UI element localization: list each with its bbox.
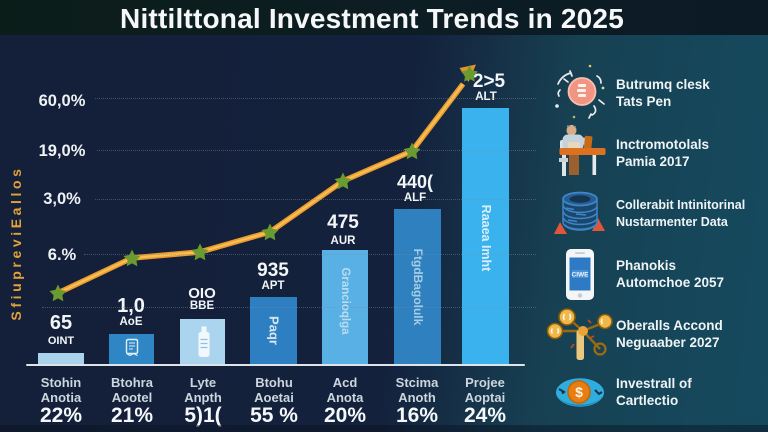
svg-text:CIWE: CIWE xyxy=(572,272,590,279)
svg-text:$: $ xyxy=(575,384,583,400)
